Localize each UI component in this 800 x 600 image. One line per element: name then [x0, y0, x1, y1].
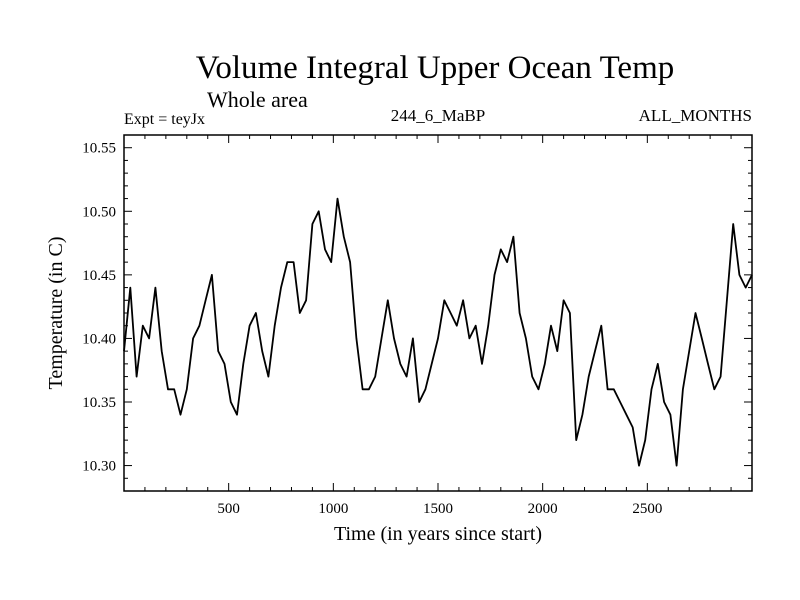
series-line	[123, 197, 753, 467]
y-axis-label: Temperature (in C)	[45, 237, 67, 390]
x-tick-label: 2500	[632, 501, 662, 517]
chart-subtitle: Whole area	[207, 87, 308, 112]
plot-frame	[123, 134, 753, 492]
chart-title: Volume Integral Upper Ocean Temp	[195, 50, 675, 86]
y-tick-label: 10.55	[82, 141, 116, 157]
months-label: ALL_MONTHS	[638, 106, 752, 125]
y-tick-label: 10.35	[82, 395, 116, 411]
y-axis: 10.30 10.35 10.40 10.45 10.50 10.55	[82, 141, 752, 479]
x-tick-label: 1000	[318, 501, 348, 517]
x-tick-label: 1500	[423, 501, 453, 517]
x-tick-label: 500	[217, 501, 240, 517]
y-tick-label: 10.40	[82, 331, 116, 347]
experiment-label: Expt = teyJx	[124, 111, 206, 128]
y-tick-label: 10.30	[82, 459, 116, 475]
x-axis-label: Time (in years since start)	[334, 523, 542, 545]
y-tick-label: 10.50	[82, 204, 116, 220]
x-tick-label: 2000	[528, 501, 558, 517]
x-axis: 500 1000 1500 2000 2500	[144, 135, 732, 517]
y-tick-label: 10.45	[82, 268, 116, 284]
experiment-id: 244_6_MaBP	[390, 106, 486, 125]
plot-area	[123, 134, 753, 492]
